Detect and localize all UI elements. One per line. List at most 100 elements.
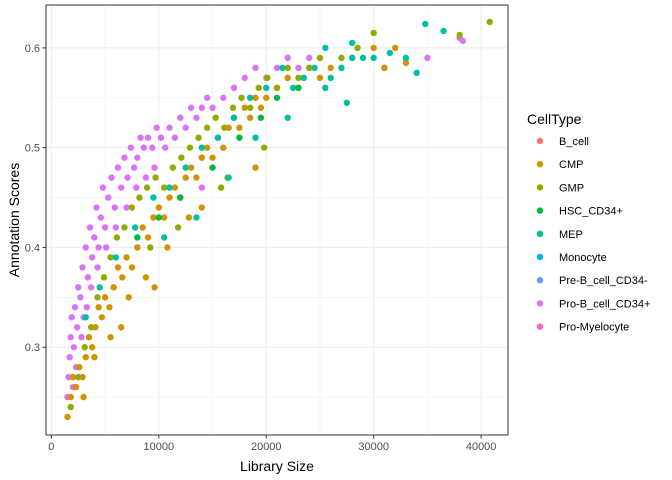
data-point: [150, 194, 157, 201]
data-point: [75, 373, 82, 381]
data-point: [108, 174, 115, 181]
legend-key: [536, 277, 544, 284]
data-point: [370, 54, 377, 62]
data-point: [322, 44, 329, 52]
data-point: [424, 54, 431, 62]
legend-label: MEP: [559, 229, 583, 241]
data-point: [343, 99, 351, 106]
data-point: [413, 69, 420, 77]
data-point: [101, 294, 109, 301]
data-point: [322, 84, 329, 92]
legend-key: [536, 323, 544, 330]
data-point: [134, 154, 141, 161]
data-point: [98, 314, 106, 321]
data-point: [273, 84, 281, 92]
data-point: [143, 184, 151, 191]
data-point: [152, 174, 159, 181]
y-axis-title: Annotation Scores: [6, 163, 22, 277]
data-point: [264, 74, 271, 82]
data-point: [150, 214, 157, 221]
data-point: [182, 164, 189, 171]
data-point: [82, 314, 89, 321]
data-point: [83, 304, 91, 311]
data-point: [241, 104, 248, 111]
data-point: [177, 114, 184, 121]
data-point: [153, 124, 160, 131]
data-point: [89, 344, 96, 351]
data-point: [113, 234, 121, 241]
legend-key: [536, 300, 544, 307]
legend-key: [536, 207, 544, 214]
data-point: [91, 234, 98, 241]
data-point: [69, 373, 77, 381]
data-point: [160, 214, 168, 221]
data-point: [131, 224, 139, 231]
data-point: [171, 134, 179, 141]
data-point: [177, 194, 184, 201]
data-point: [220, 144, 227, 151]
data-point: [128, 264, 136, 271]
legend-label: B_cell: [559, 136, 589, 148]
data-point: [155, 204, 163, 211]
data-point: [300, 74, 308, 82]
data-point: [130, 164, 138, 171]
y-tick-label: 0.4: [25, 242, 40, 254]
legend-label: CMP: [559, 159, 583, 171]
data-point: [185, 214, 193, 221]
data-point: [110, 284, 117, 291]
legend-key: [536, 161, 544, 168]
data-point: [162, 144, 169, 151]
data-point: [338, 54, 345, 62]
data-point: [284, 64, 291, 72]
data-point: [121, 224, 128, 231]
data-point: [311, 64, 318, 72]
data-point: [440, 27, 447, 35]
data-point: [203, 124, 211, 131]
x-axis-ticks: 0 10000 20000 30000 40000: [48, 435, 496, 453]
data-point: [359, 54, 367, 62]
data-point: [164, 244, 171, 251]
data-point: [212, 114, 219, 121]
data-point: [107, 254, 114, 261]
data-point: [178, 154, 185, 161]
data-point: [160, 184, 168, 191]
x-tick-label: 40000: [466, 441, 497, 453]
data-point: [151, 164, 158, 171]
data-point: [273, 94, 281, 101]
data-point: [139, 224, 146, 231]
data-point: [284, 74, 291, 82]
data-point: [306, 54, 313, 62]
data-point: [273, 64, 281, 72]
data-point: [118, 184, 125, 191]
data-point: [112, 224, 120, 231]
data-point: [284, 114, 291, 121]
data-point: [486, 18, 493, 26]
data-point: [87, 324, 95, 331]
data-point: [182, 174, 189, 181]
data-point: [67, 334, 74, 341]
x-axis-title: Library Size: [240, 458, 314, 474]
data-point: [136, 194, 143, 201]
data-point: [186, 144, 194, 151]
data-point: [114, 264, 122, 271]
data-point: [82, 244, 89, 251]
data-point: [174, 224, 182, 231]
data-point: [187, 104, 195, 111]
plot-panel: [46, 5, 508, 435]
data-point: [80, 393, 87, 401]
data-point: [78, 334, 85, 341]
data-point: [456, 31, 463, 39]
data-point: [279, 64, 286, 72]
plot-border: [45, 4, 509, 436]
data-point: [124, 174, 131, 181]
data-point: [316, 74, 324, 82]
data-point: [220, 94, 227, 101]
data-point: [354, 44, 361, 52]
data-point: [459, 37, 467, 45]
x-tick-label: 20000: [251, 441, 282, 453]
data-point: [105, 194, 112, 201]
data-point: [140, 144, 147, 151]
data-point: [246, 94, 254, 101]
data-point: [82, 353, 89, 361]
data-point: [89, 254, 96, 261]
